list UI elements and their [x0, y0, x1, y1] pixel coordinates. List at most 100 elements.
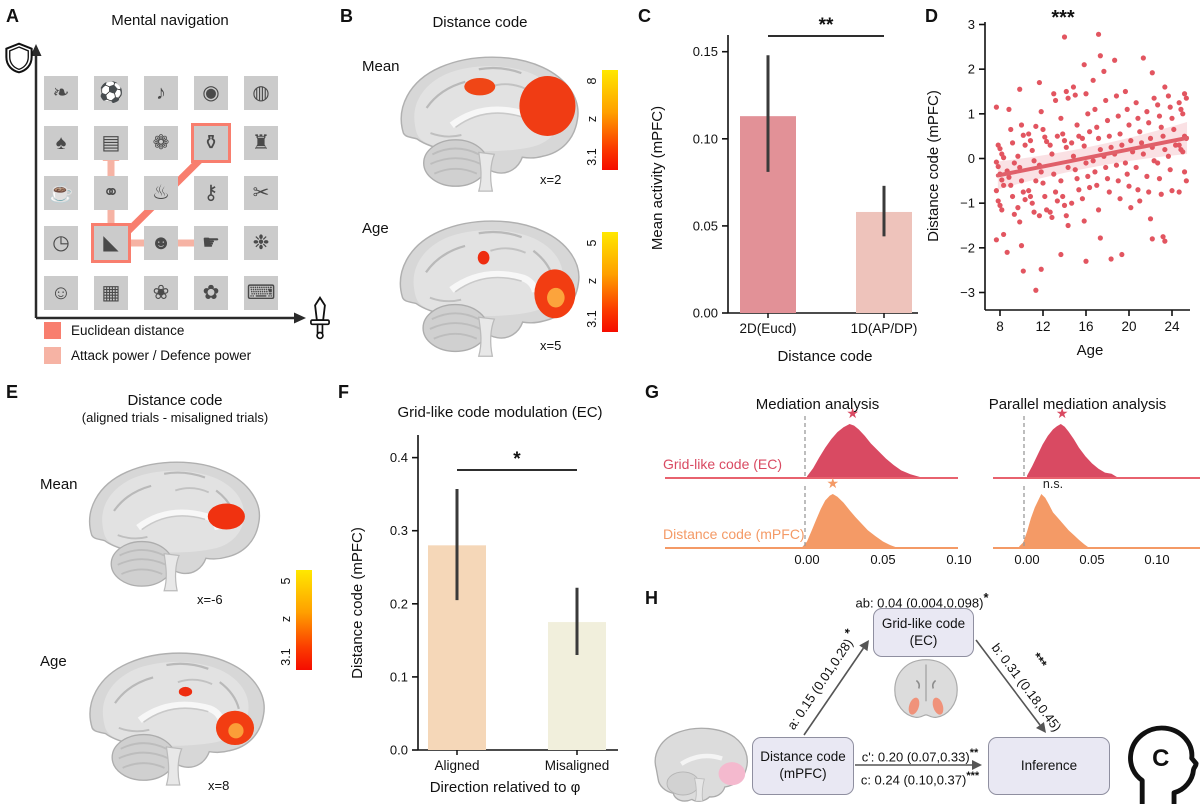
- scatter-point: [1104, 176, 1111, 182]
- scatter-point: [1033, 123, 1039, 129]
- scatter-point: [1124, 106, 1130, 112]
- scatter-point: [1169, 188, 1175, 194]
- scatter-point: [1081, 62, 1087, 68]
- scatter-point: [1058, 115, 1064, 121]
- scatter-point: [1155, 102, 1161, 108]
- stimulus-tile-teacup: ☕: [44, 176, 78, 210]
- panel-label-h: H: [645, 588, 658, 608]
- scatter-point: [1020, 132, 1026, 138]
- scatter-point: [1171, 126, 1177, 133]
- xtick-label-2D(Eucd): 2D(Eucd): [739, 321, 796, 336]
- scatter-point: [1149, 70, 1155, 76]
- box-mpfc-line2: (mPFC): [779, 766, 827, 781]
- scatter-point: [1022, 142, 1028, 148]
- stimulus-tile-balloons: ❁: [144, 126, 178, 160]
- scatter-point: [1176, 189, 1182, 195]
- panel-label-g: G: [645, 382, 660, 402]
- cake-icon: ♨: [152, 182, 170, 204]
- ytick-label: 3: [968, 17, 975, 32]
- slice-label-e2: x=8: [208, 778, 230, 793]
- scatter-point: [1011, 211, 1017, 217]
- scatter-point: [1070, 153, 1077, 159]
- scatter-point: [1160, 133, 1166, 139]
- activation-blob: [547, 287, 565, 308]
- scatter-point: [1058, 178, 1064, 184]
- panel-f-xlabel: Direction relatived to φ: [429, 779, 581, 796]
- scatter-point: [1140, 55, 1146, 61]
- significance-stars: **: [819, 15, 834, 36]
- xtick-label: 0.00: [1014, 552, 1039, 567]
- boot-icon: ◣: [103, 232, 119, 254]
- scatter-point: [1083, 91, 1089, 97]
- legend-swatch-apdp: [44, 347, 61, 364]
- scissors-icon: ✂: [252, 182, 270, 204]
- scatter-point: [1008, 126, 1014, 133]
- scatter-point: [1128, 138, 1134, 144]
- xtick-label: 0.10: [1144, 552, 1169, 567]
- scatter-point: [1015, 153, 1021, 159]
- head-c-glyph: C: [1152, 745, 1169, 772]
- scatter-point: [1060, 193, 1066, 200]
- scatter-point: [1090, 77, 1096, 83]
- ns-label: n.s.: [1043, 477, 1063, 491]
- ytick-label: 2: [968, 62, 975, 77]
- scatter-point: [1031, 209, 1037, 215]
- panel-label-f: F: [338, 382, 349, 402]
- ab-effect-label: ab: 0.04 (0.004,0.098)*: [842, 590, 1002, 610]
- scatter-point: [1042, 134, 1048, 140]
- scatter-point: [1133, 164, 1139, 171]
- panel-b-row1-label: Mean: [362, 58, 400, 75]
- scatter-point: [1017, 164, 1023, 171]
- xtick-label: 16: [1078, 319, 1093, 334]
- microphone-icon: ♪: [156, 82, 166, 104]
- significance-stars: ***: [1051, 7, 1075, 29]
- colorbar-b2-zlabel: z: [585, 277, 599, 285]
- scatter-point: [1036, 79, 1042, 86]
- c-text: c: 0.24 (0.10,0.37): [860, 772, 967, 788]
- scatter-point: [1026, 131, 1032, 137]
- panel-d-xlabel: Age: [1076, 342, 1104, 359]
- highlight-start-cell: [91, 223, 131, 263]
- scatter-point: [1033, 178, 1039, 184]
- scatter-point: [1081, 218, 1087, 224]
- scatter-point: [1162, 146, 1168, 153]
- b-path-label: b: 0.31 (0.18,0.45): [989, 640, 1065, 734]
- scatter-point: [1115, 113, 1121, 119]
- colorbar-e-min: 3.1: [279, 648, 293, 666]
- scatter-point: [1103, 97, 1109, 104]
- scatter-point: [1040, 180, 1046, 186]
- xtick-label: 24: [1164, 319, 1180, 334]
- scatter-point: [1011, 160, 1017, 166]
- scatter-point: [1054, 133, 1060, 139]
- panel-g-row-ec-label: Grid-like code (EC): [663, 456, 783, 472]
- scatter-point: [1061, 34, 1068, 40]
- stimulus-tile-soccer-ball: ⚽: [94, 76, 128, 110]
- scatter-point: [1176, 142, 1182, 148]
- scatter-point: [1097, 53, 1103, 59]
- scatter-point: [999, 207, 1005, 213]
- peak-star-marker: ★: [827, 475, 840, 491]
- scatter-point: [1031, 158, 1037, 164]
- scatter-point: [1004, 249, 1010, 255]
- xtick-label-1D(AP/DP): 1D(AP/DP): [851, 321, 918, 336]
- scatter-point: [1095, 31, 1102, 37]
- c-prime-star: **: [969, 747, 979, 759]
- scatter-point: [1085, 173, 1091, 179]
- scatter-point: [1137, 129, 1143, 135]
- scatter-point: [1181, 169, 1188, 175]
- stimulus-tile-microphone: ♪: [144, 76, 178, 110]
- ytick-label: −1: [960, 196, 975, 211]
- scatter-point: [1103, 164, 1109, 171]
- colorbar-b1-max: 8: [585, 77, 599, 85]
- keyboard-icon: ⌨: [246, 282, 276, 304]
- scatter-point: [1061, 138, 1068, 144]
- regression-line: [995, 135, 1190, 178]
- stimulus-tile-kiwi: ◍: [244, 76, 278, 110]
- mpfc-highlight: [718, 762, 746, 786]
- cat-icon: ☺: [50, 282, 72, 304]
- scatter-point: [1018, 178, 1025, 184]
- panel-g-charts: ★ ★ 0.00 0.05 0.10 ★ n.s. 0.00 0.05 0.10: [665, 405, 1200, 567]
- scatter-point: [1156, 176, 1163, 182]
- c-prime-text: c': 0.20 (0.07,0.33): [861, 749, 970, 765]
